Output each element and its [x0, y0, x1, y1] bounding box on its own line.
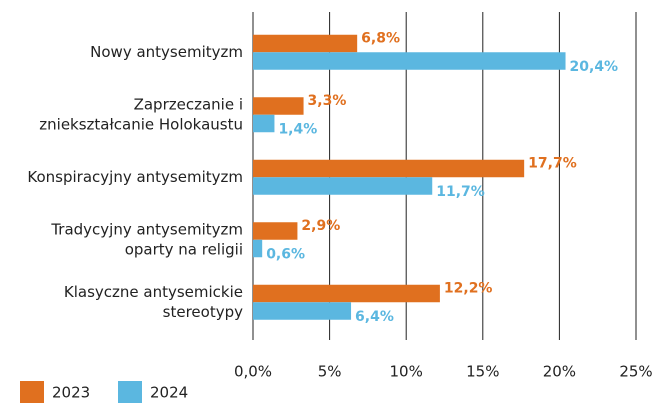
legend-swatch — [118, 381, 142, 403]
category-label: stereotypy — [163, 303, 243, 321]
bar — [253, 239, 263, 258]
value-label: 11,7% — [436, 184, 485, 200]
x-tick-label: 15% — [466, 363, 499, 381]
x-tick-label: 0,0% — [234, 363, 272, 381]
value-label: 1,4% — [278, 122, 317, 138]
bar — [253, 34, 358, 53]
x-tick-label: 25% — [619, 363, 652, 381]
category-label: zniekształcanie Holokaustu — [39, 115, 243, 133]
legend-swatch — [20, 381, 44, 403]
value-label: 6,8% — [361, 31, 400, 47]
bar — [253, 97, 304, 115]
category-label: Konspiracyjny antysemityzm — [27, 168, 243, 186]
value-label: 2,9% — [301, 218, 340, 234]
x-tick-label: 10% — [390, 363, 423, 381]
bar — [253, 52, 566, 70]
bar — [253, 114, 275, 133]
bar — [253, 302, 352, 320]
x-tick-label: 5% — [318, 363, 342, 381]
legend-label: 2024 — [150, 384, 188, 402]
legend-label: 2023 — [52, 384, 90, 402]
category-label: oparty na religii — [125, 240, 243, 258]
value-label: 6,4% — [355, 309, 394, 325]
value-label: 3,3% — [308, 93, 347, 109]
bar — [253, 222, 298, 240]
value-label: 12,2% — [444, 281, 493, 297]
category-label: Nowy antysemityzm — [90, 43, 243, 61]
x-tick-label: 20% — [543, 363, 576, 381]
category-label: Tradycyjny antysemityzm — [50, 220, 243, 238]
category-label: Klasyczne antysemickie — [64, 283, 243, 301]
bar — [253, 177, 433, 195]
value-label: 17,7% — [528, 156, 577, 172]
category-label: Zaprzeczanie i — [134, 95, 243, 113]
bar — [253, 159, 525, 178]
value-label: 20,4% — [570, 59, 619, 75]
bar — [253, 284, 440, 303]
value-label: 0,6% — [266, 247, 305, 263]
